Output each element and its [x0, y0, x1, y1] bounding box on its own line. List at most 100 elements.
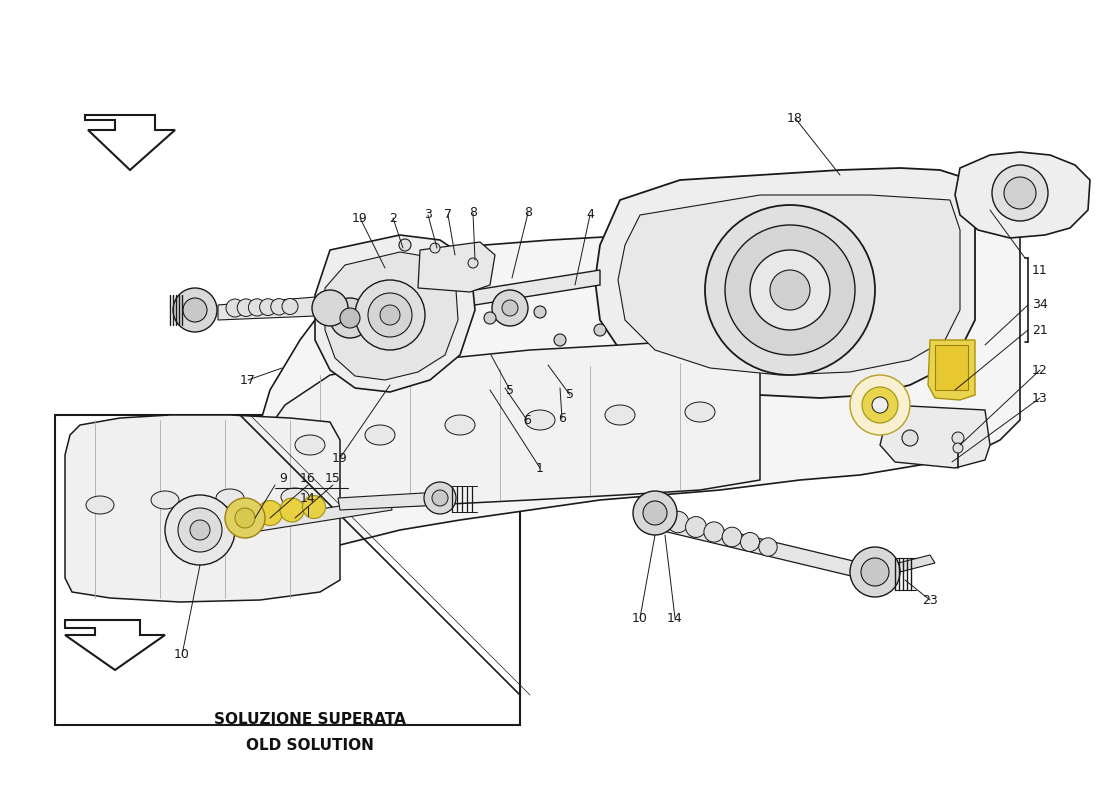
Circle shape	[902, 430, 918, 446]
Ellipse shape	[295, 435, 324, 455]
Text: 34: 34	[1032, 298, 1048, 311]
Circle shape	[492, 290, 528, 326]
Text: 18: 18	[788, 111, 803, 125]
Circle shape	[226, 498, 265, 538]
Circle shape	[379, 305, 400, 325]
Text: 14: 14	[667, 611, 683, 625]
Text: 14: 14	[300, 491, 316, 505]
Text: 7: 7	[444, 209, 452, 222]
Circle shape	[704, 522, 724, 542]
Circle shape	[750, 250, 830, 330]
Circle shape	[173, 288, 217, 332]
Text: 10: 10	[632, 611, 648, 625]
Circle shape	[312, 290, 348, 326]
Circle shape	[430, 243, 440, 253]
Text: 17: 17	[240, 374, 256, 386]
Text: 8: 8	[524, 206, 532, 219]
Text: 23: 23	[922, 594, 938, 606]
Circle shape	[432, 490, 448, 506]
Circle shape	[260, 298, 276, 315]
Bar	[55, 415, 520, 725]
Ellipse shape	[446, 415, 475, 435]
Circle shape	[594, 324, 606, 336]
Ellipse shape	[86, 496, 114, 514]
Circle shape	[644, 501, 667, 525]
Circle shape	[705, 205, 874, 375]
Text: SOLUZIONE SUPERATA: SOLUZIONE SUPERATA	[214, 713, 406, 727]
Circle shape	[235, 503, 261, 529]
Circle shape	[397, 303, 415, 322]
Text: 4: 4	[586, 209, 594, 222]
Polygon shape	[935, 345, 968, 390]
Text: 19: 19	[332, 451, 348, 465]
Circle shape	[502, 300, 518, 316]
Polygon shape	[250, 195, 1020, 555]
Circle shape	[360, 305, 379, 325]
Circle shape	[368, 293, 412, 337]
Circle shape	[178, 508, 222, 552]
Ellipse shape	[365, 425, 395, 445]
Ellipse shape	[685, 402, 715, 422]
Text: 5: 5	[506, 383, 514, 397]
Polygon shape	[638, 510, 870, 580]
Polygon shape	[418, 242, 495, 292]
Circle shape	[554, 334, 566, 346]
Ellipse shape	[605, 405, 635, 425]
Text: 8: 8	[469, 206, 477, 219]
Circle shape	[484, 312, 496, 324]
Circle shape	[409, 303, 427, 321]
Circle shape	[668, 511, 689, 533]
Text: 19: 19	[352, 211, 367, 225]
Circle shape	[235, 508, 255, 528]
Circle shape	[992, 165, 1048, 221]
Circle shape	[355, 280, 425, 350]
Circle shape	[685, 517, 706, 538]
Circle shape	[534, 306, 546, 318]
Text: 9: 9	[279, 471, 287, 485]
Text: eurospares: eurospares	[306, 351, 814, 429]
Text: 15: 15	[326, 471, 341, 485]
Circle shape	[953, 443, 962, 453]
Circle shape	[862, 387, 898, 423]
Circle shape	[740, 533, 759, 551]
Circle shape	[649, 506, 671, 528]
Circle shape	[282, 298, 298, 314]
Circle shape	[421, 302, 439, 319]
Text: 3: 3	[425, 209, 432, 222]
Circle shape	[872, 397, 888, 413]
Polygon shape	[898, 555, 935, 572]
Text: 10: 10	[174, 649, 190, 662]
Ellipse shape	[280, 488, 309, 506]
Circle shape	[165, 495, 235, 565]
Ellipse shape	[216, 489, 244, 507]
Text: 2: 2	[389, 211, 397, 225]
Text: 5: 5	[566, 389, 574, 402]
Polygon shape	[220, 498, 392, 537]
Text: 16: 16	[300, 471, 316, 485]
Circle shape	[190, 520, 210, 540]
Ellipse shape	[525, 410, 556, 430]
Polygon shape	[65, 620, 165, 670]
Polygon shape	[218, 295, 340, 320]
Circle shape	[770, 270, 810, 310]
Circle shape	[725, 225, 855, 355]
Text: 6: 6	[524, 414, 531, 426]
Circle shape	[340, 308, 360, 328]
Circle shape	[759, 538, 778, 556]
Text: 11: 11	[1032, 263, 1048, 277]
Text: 1: 1	[536, 462, 543, 474]
Polygon shape	[324, 252, 458, 380]
Circle shape	[280, 498, 304, 522]
Circle shape	[632, 491, 676, 535]
Polygon shape	[595, 168, 975, 398]
Polygon shape	[350, 270, 600, 325]
Polygon shape	[315, 235, 475, 392]
Circle shape	[271, 298, 287, 315]
Circle shape	[850, 375, 910, 435]
Polygon shape	[65, 415, 340, 602]
Circle shape	[302, 495, 326, 518]
Circle shape	[183, 298, 207, 322]
Circle shape	[952, 432, 964, 444]
Text: 6: 6	[558, 411, 565, 425]
Text: 13: 13	[1032, 391, 1048, 405]
